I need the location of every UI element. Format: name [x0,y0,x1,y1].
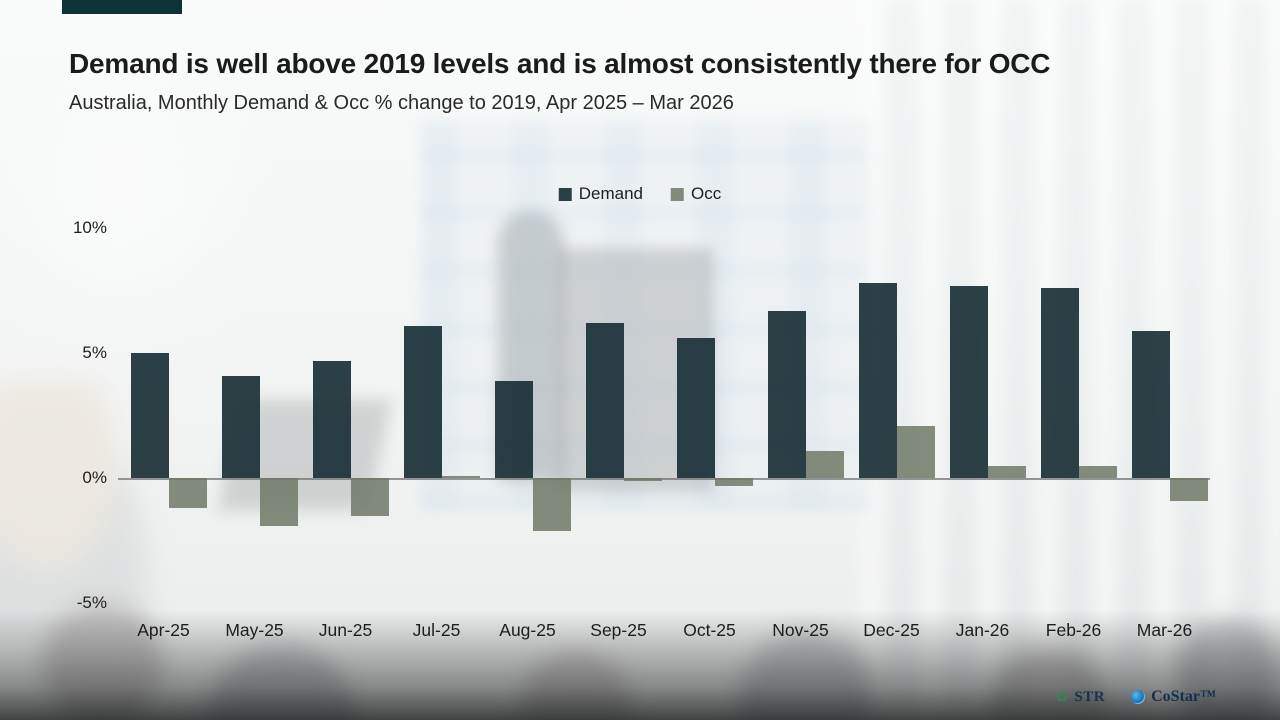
legend-label-occ: Occ [691,184,722,203]
demand-bar [859,283,897,478]
y-axis: 10% 5% 0% -5% [40,215,107,645]
chart-legend: Demand Occ [558,184,721,204]
demand-bar [222,375,260,478]
demand-bar [677,338,715,478]
y-axis-label: 10% [72,218,107,237]
occ-bar [1079,465,1117,478]
costar-logo-icon [1131,690,1146,704]
x-axis-label: Jul-25 [412,620,461,640]
occ-bar [351,478,389,516]
demand-bar [495,380,533,478]
occ-bar [806,450,844,478]
occ-bar [624,478,662,481]
slide-top-accent-bar [62,0,182,14]
legend-item-demand: Demand [558,184,644,204]
occ-bar [715,478,753,486]
demand-bar [1132,330,1170,478]
occ-bar [988,465,1026,478]
x-axis-label: May-25 [225,620,284,640]
str-logo-icon: ♻ [1054,688,1069,706]
zero-axis-line [118,478,1210,480]
occ-bar [1170,478,1208,501]
occ-swatch-icon [671,187,685,201]
x-axis-label: Oct-25 [683,620,736,640]
x-axis-label: Feb-26 [1045,620,1102,640]
demand-bar [313,360,351,478]
x-axis-label: Dec-25 [863,620,920,640]
bars-container [118,215,1210,645]
demand-bar [950,285,988,478]
x-axis-label: Aug-25 [499,620,556,640]
y-axis-label: 0% [82,468,107,487]
occ-bar [169,478,207,508]
x-axis-label: Jun-25 [318,620,373,640]
x-axis-label: Apr-25 [137,620,190,640]
occ-bar [897,425,935,478]
occ-bar [533,478,571,531]
bar-chart [118,215,1210,645]
x-axis-label: Sep-25 [590,620,647,640]
footer-logos: ♻ STR CoStar™ [1055,688,1216,706]
demand-bar [404,325,442,478]
occ-bar [260,478,298,526]
slide-subtitle: Australia, Monthly Demand & Occ % change… [69,92,734,114]
y-axis-label: -5% [76,593,107,612]
legend-label-demand: Demand [578,184,644,203]
x-axis-label: Mar-26 [1136,620,1193,640]
demand-bar [768,310,806,478]
costar-logo: CoStar™ [1131,688,1216,706]
slide-title: Demand is well above 2019 levels and is … [69,48,1051,79]
occ-bar [442,475,480,478]
costar-logo-text: CoStar™ [1151,688,1216,705]
demand-bar [1041,288,1079,478]
str-logo: ♻ STR [1055,689,1105,706]
legend-item-occ: Occ [671,184,721,204]
demand-swatch-icon [558,187,572,201]
str-logo-text: STR [1074,688,1106,705]
x-axis-label: Nov-25 [772,620,829,640]
background-bottom-vignette [0,610,1280,720]
x-axis-label: Jan-26 [955,620,1010,640]
x-axis: Apr-25 May-25 Jun-25 Jul-25 Aug-25 Sep-25 Oct-… [118,620,1210,646]
demand-bar [586,323,624,478]
y-axis-label: 5% [82,343,107,362]
demand-bar [131,353,169,478]
